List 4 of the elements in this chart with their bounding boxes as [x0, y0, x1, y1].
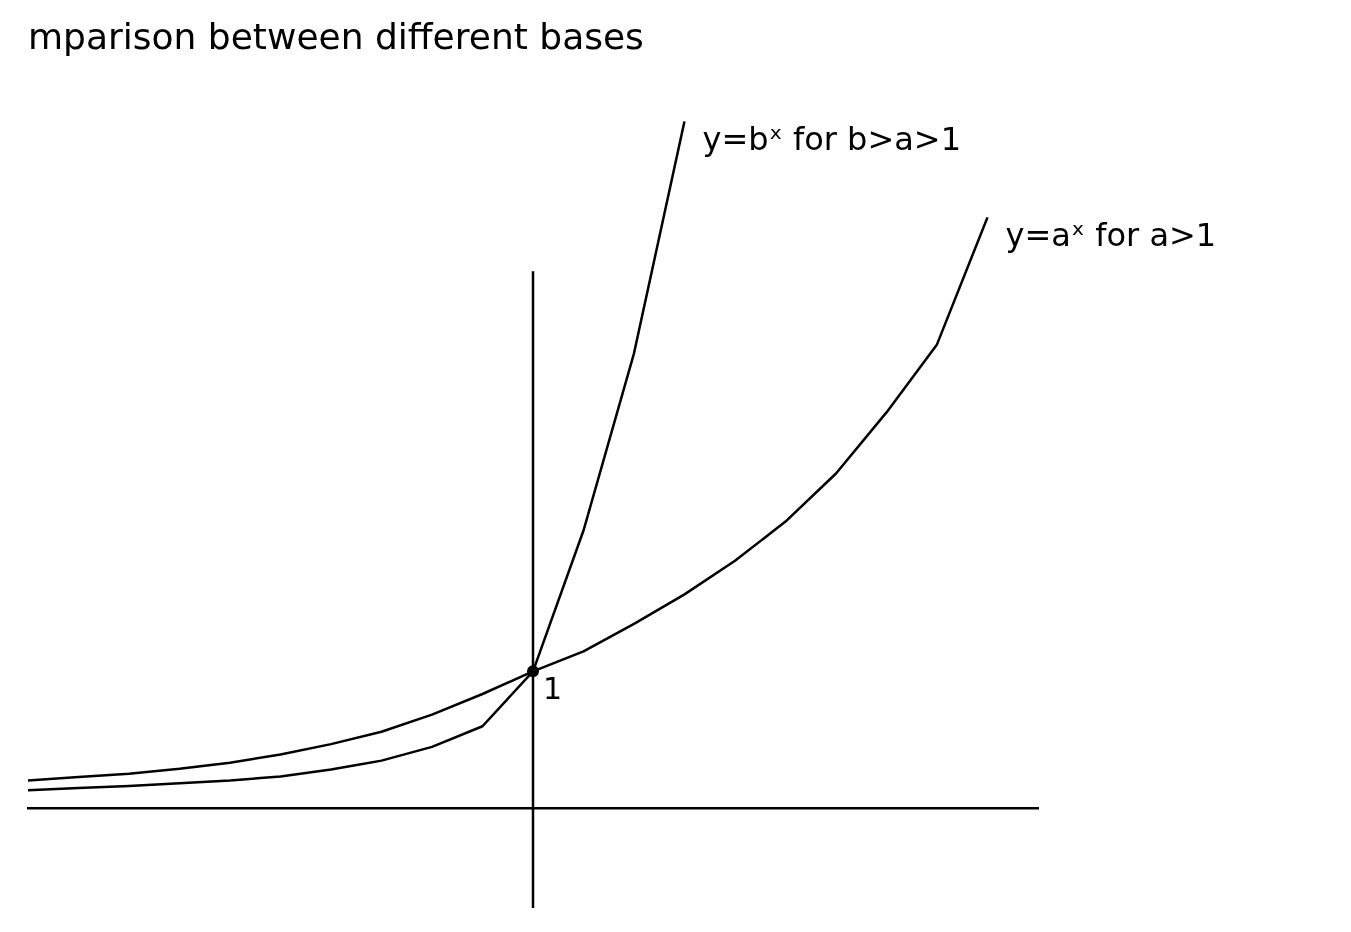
chart-title: mparison between different bases — [28, 15, 644, 57]
series-label: y=aˣ for a>1 — [1005, 215, 1217, 254]
annotation: 1 — [543, 671, 563, 707]
series-label: y=bˣ for b>a>1 — [702, 119, 962, 158]
